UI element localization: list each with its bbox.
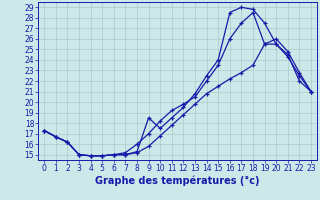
X-axis label: Graphe des températures (°c): Graphe des températures (°c): [95, 176, 260, 186]
